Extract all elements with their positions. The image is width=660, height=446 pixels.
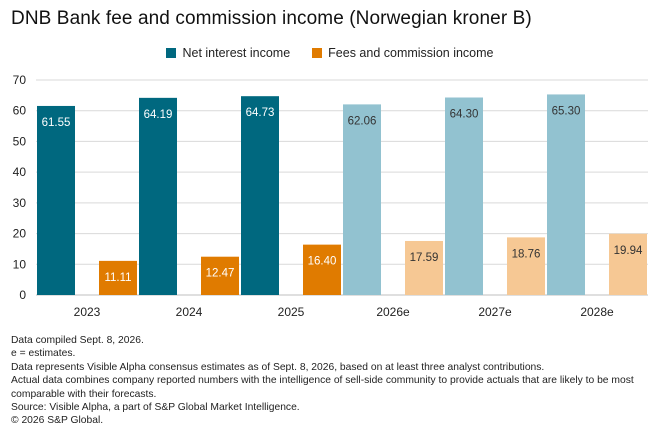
data-label-net-interest: 64.19 xyxy=(144,109,173,121)
data-label-fees: 12.47 xyxy=(206,268,235,280)
data-label-fees: 11.11 xyxy=(104,272,131,284)
data-label-net-interest: 65.30 xyxy=(552,105,581,117)
footnotes: Data compiled Sept. 8, 2026. e = estimat… xyxy=(11,334,651,428)
legend-swatch-fees xyxy=(312,48,323,58)
y-tick-label: 70 xyxy=(13,73,27,87)
chart-legend: Net interest income Fees and commission … xyxy=(0,46,660,60)
data-label-fees: 17.59 xyxy=(410,252,439,264)
bar-fees xyxy=(507,237,545,295)
y-tick-label: 60 xyxy=(13,104,27,118)
footnote-estimates: e = estimates. xyxy=(11,348,76,360)
data-label-fees: 19.94 xyxy=(614,245,643,257)
data-label-net-interest: 61.55 xyxy=(42,117,71,129)
x-tick-label: 2024 xyxy=(176,305,203,319)
chart-title: DNB Bank fee and commission income (Norw… xyxy=(11,8,532,29)
bar-chart: 0 10 20 30 40 50 60 70 61.55 11.11 2023 64.19 12.47 2… xyxy=(13,73,648,319)
legend-label-net-interest: Net interest income xyxy=(182,46,291,60)
data-label-net-interest: 64.73 xyxy=(246,107,275,119)
bar-fees xyxy=(405,240,443,295)
footnote-consensus: Data represents Visible Alpha consensus … xyxy=(11,361,545,373)
y-tick-label: 50 xyxy=(13,134,27,148)
bar-net-interest xyxy=(139,97,177,295)
bar-net-interest xyxy=(547,94,585,295)
bar-net-interest xyxy=(37,105,75,295)
footnote-source: Source: Visible Alpha, a part of S&P Glo… xyxy=(11,402,300,414)
footnote-compiled: Data compiled Sept. 8, 2026. xyxy=(11,335,144,346)
bar-fees xyxy=(303,244,341,295)
legend-swatch-net-interest xyxy=(166,48,177,58)
legend-item-fees: Fees and commission income xyxy=(312,46,494,60)
bar-fees xyxy=(609,233,647,295)
x-tick-label: 2023 xyxy=(74,305,101,319)
footnote-copyright: © 2026 S&P Global. xyxy=(11,415,104,427)
legend-item-net-interest: Net interest income xyxy=(166,46,290,60)
y-tick-label: 30 xyxy=(13,196,27,210)
y-tick-label: 40 xyxy=(13,165,27,179)
legend-label-fees: Fees and commission income xyxy=(328,46,494,60)
x-tick-label: 2028e xyxy=(580,305,614,319)
footnote-actuals: Actual data combines company reported nu… xyxy=(11,375,634,400)
bar-net-interest xyxy=(445,97,483,295)
data-label-net-interest: 64.30 xyxy=(450,109,479,121)
x-tick-label: 2026e xyxy=(376,305,410,319)
bar-fees xyxy=(201,256,239,295)
data-label-net-interest: 62.06 xyxy=(348,115,377,127)
data-label-fees: 16.40 xyxy=(308,256,337,268)
y-tick-label: 10 xyxy=(13,257,27,271)
y-tick-label: 0 xyxy=(19,288,26,302)
x-tick-label: 2027e xyxy=(478,305,512,319)
bar-net-interest xyxy=(241,96,279,295)
bar-net-interest xyxy=(343,104,381,295)
bar-fees xyxy=(99,260,137,295)
data-label-fees: 18.76 xyxy=(512,248,541,260)
y-tick-label: 20 xyxy=(13,227,27,241)
x-tick-label: 2025 xyxy=(278,305,305,319)
